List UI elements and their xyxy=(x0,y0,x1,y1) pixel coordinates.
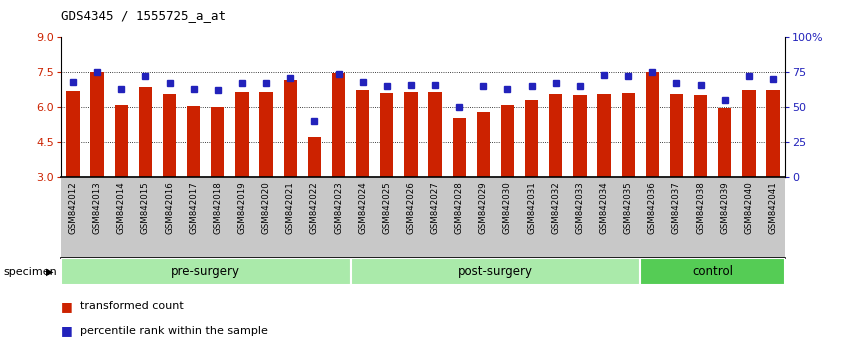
Bar xyxy=(212,107,224,177)
Bar xyxy=(163,94,176,177)
Text: GSM842041: GSM842041 xyxy=(768,181,777,234)
Bar xyxy=(525,100,538,177)
Text: GSM842030: GSM842030 xyxy=(503,181,512,234)
Text: GSM842034: GSM842034 xyxy=(600,181,608,234)
Text: GSM842026: GSM842026 xyxy=(406,181,415,234)
Bar xyxy=(114,105,128,177)
Bar xyxy=(766,90,780,177)
Text: GSM842012: GSM842012 xyxy=(69,181,78,234)
Text: GSM842013: GSM842013 xyxy=(92,181,102,234)
Bar xyxy=(645,72,659,177)
Bar xyxy=(187,106,201,177)
Bar xyxy=(91,72,104,177)
Text: GSM842039: GSM842039 xyxy=(720,181,729,234)
Text: GSM842033: GSM842033 xyxy=(575,181,585,234)
Bar xyxy=(694,96,707,177)
Text: GSM842036: GSM842036 xyxy=(648,181,656,234)
Bar xyxy=(61,258,350,285)
Text: ▶: ▶ xyxy=(46,267,53,277)
Text: GSM842023: GSM842023 xyxy=(334,181,343,234)
Text: post-surgery: post-surgery xyxy=(458,265,533,278)
Bar xyxy=(404,92,418,177)
Text: pre-surgery: pre-surgery xyxy=(171,265,240,278)
Bar xyxy=(380,93,393,177)
Bar xyxy=(260,92,272,177)
Text: GSM842032: GSM842032 xyxy=(552,181,560,234)
Text: transformed count: transformed count xyxy=(80,301,184,311)
Text: specimen: specimen xyxy=(3,267,58,277)
Text: GSM842018: GSM842018 xyxy=(213,181,222,234)
Text: GSM842021: GSM842021 xyxy=(286,181,294,234)
Bar xyxy=(283,80,297,177)
Bar xyxy=(350,258,640,285)
Text: GSM842015: GSM842015 xyxy=(141,181,150,234)
Bar xyxy=(332,73,345,177)
Bar xyxy=(742,90,755,177)
Bar xyxy=(235,92,249,177)
Text: ■: ■ xyxy=(61,325,73,337)
Text: GSM842037: GSM842037 xyxy=(672,181,681,234)
Bar xyxy=(308,137,321,177)
Text: GSM842014: GSM842014 xyxy=(117,181,126,234)
Text: percentile rank within the sample: percentile rank within the sample xyxy=(80,326,267,336)
Bar xyxy=(139,87,152,177)
Text: GSM842017: GSM842017 xyxy=(190,181,198,234)
Bar xyxy=(453,118,466,177)
Bar xyxy=(356,90,370,177)
Bar xyxy=(476,112,490,177)
Text: GSM842031: GSM842031 xyxy=(527,181,536,234)
Text: GSM842024: GSM842024 xyxy=(358,181,367,234)
Bar xyxy=(549,94,563,177)
Text: GSM842038: GSM842038 xyxy=(696,181,705,234)
Text: GDS4345 / 1555725_a_at: GDS4345 / 1555725_a_at xyxy=(61,9,226,22)
Bar xyxy=(428,92,442,177)
Bar xyxy=(597,94,611,177)
Text: ■: ■ xyxy=(61,300,73,313)
Bar xyxy=(66,91,80,177)
Text: GSM842035: GSM842035 xyxy=(624,181,633,234)
Text: GSM842019: GSM842019 xyxy=(238,181,246,234)
Bar xyxy=(640,258,785,285)
Text: GSM842029: GSM842029 xyxy=(479,181,488,234)
Bar xyxy=(501,105,514,177)
Text: GSM842040: GSM842040 xyxy=(744,181,754,234)
Text: GSM842028: GSM842028 xyxy=(454,181,464,234)
Text: control: control xyxy=(692,265,733,278)
Bar xyxy=(718,108,732,177)
Bar xyxy=(574,96,586,177)
Text: GSM842016: GSM842016 xyxy=(165,181,174,234)
Text: GSM842020: GSM842020 xyxy=(261,181,271,234)
Bar xyxy=(622,93,634,177)
Text: GSM842022: GSM842022 xyxy=(310,181,319,234)
Text: GSM842027: GSM842027 xyxy=(431,181,440,234)
Bar xyxy=(670,94,683,177)
Text: GSM842025: GSM842025 xyxy=(382,181,392,234)
